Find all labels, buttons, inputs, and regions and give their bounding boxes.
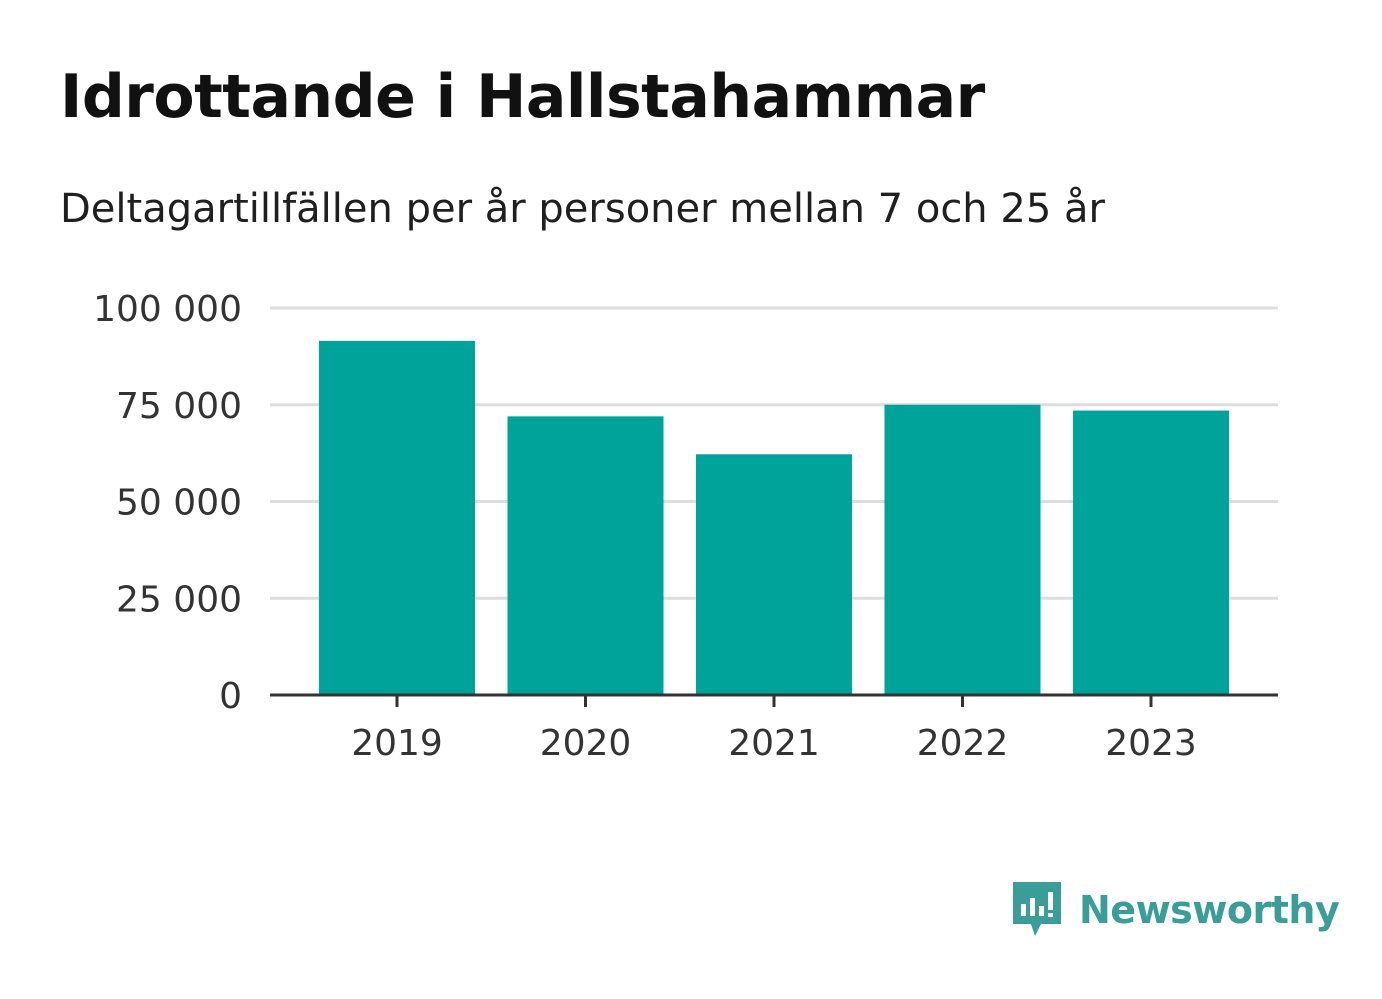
y-tick-label: 50 000 (116, 483, 242, 524)
x-tick-label: 2021 (728, 723, 820, 764)
x-tick-labels: 2019 2020 2021 2022 2023 (351, 723, 1197, 764)
bar-2020 (507, 416, 664, 695)
x-tick-label: 2020 (540, 723, 632, 764)
bars (319, 340, 1229, 695)
y-tick-label: 25 000 (116, 579, 242, 620)
x-tick-label: 2023 (1105, 723, 1197, 764)
x-tick-label: 2019 (351, 723, 443, 764)
y-tick-label: 0 (219, 676, 242, 717)
bar-2022 (884, 404, 1041, 695)
bar-2023 (1073, 410, 1229, 695)
y-tick-label: 75 000 (116, 386, 242, 427)
chart-title: Idrottande i Hallstahammar (60, 62, 985, 132)
chart-subtitle: Deltagartillfällen per år personer mella… (60, 186, 1105, 232)
y-tick-labels: 0 25 000 50 000 75 000 100 000 (93, 289, 242, 717)
x-axis (270, 693, 1278, 707)
newsworthy-logo: Newsworthy (1011, 880, 1340, 940)
x-tick-label: 2022 (917, 723, 1009, 764)
bar-2019 (319, 340, 475, 695)
bar-2021 (696, 454, 852, 695)
y-tick-label: 100 000 (93, 289, 242, 330)
newsworthy-chart-bubble-icon (1013, 882, 1061, 936)
brand-name: Newsworthy (1079, 888, 1340, 932)
